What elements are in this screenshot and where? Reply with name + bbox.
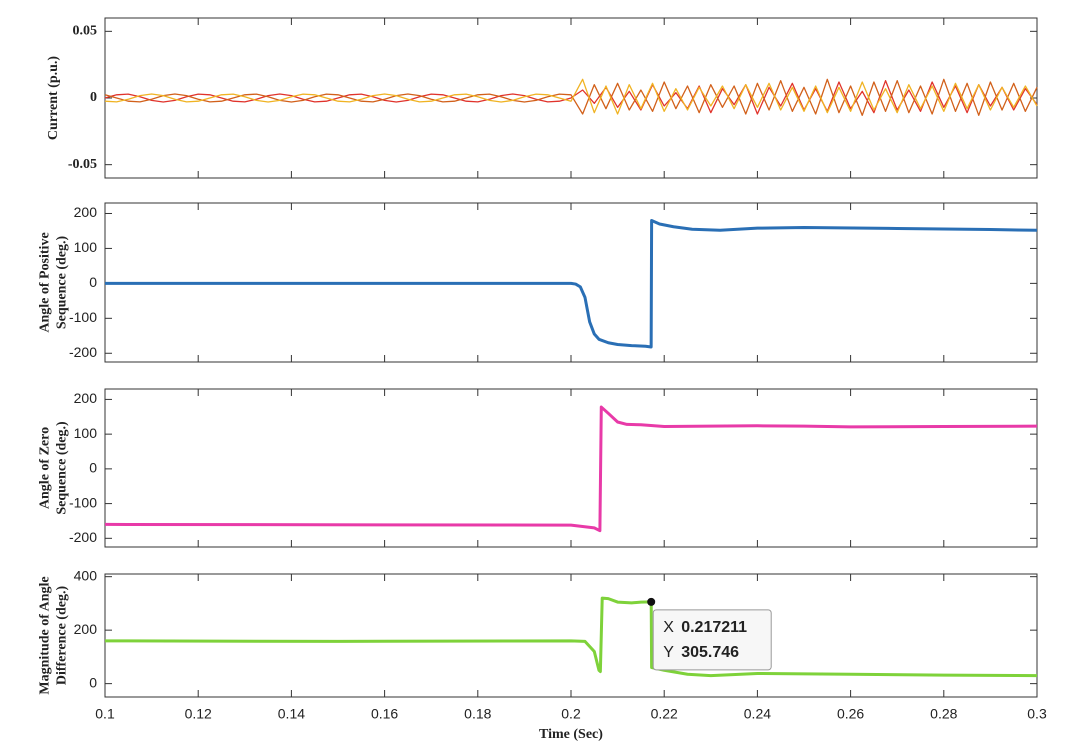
y-axis-label: Current (p.u.)	[46, 56, 61, 140]
datatip-x-label: X	[663, 619, 674, 636]
datatip-y-value: 305.746	[681, 644, 739, 661]
y-tick-label: 200	[74, 621, 98, 637]
y-tick-label: 100	[74, 425, 98, 441]
data-line	[104, 78, 1038, 116]
y-tick-label: 200	[74, 390, 98, 406]
x-tick-label: 0.1	[95, 706, 115, 722]
y-tick-label: 0	[90, 90, 97, 105]
data-line	[104, 596, 1038, 678]
data-line	[104, 80, 1038, 115]
y-tick-label: 0.05	[73, 24, 98, 39]
datatip-y-label: Y	[663, 644, 674, 661]
y-tick-label: -100	[69, 494, 97, 510]
data-line	[104, 405, 1038, 533]
y-tick-label: 0	[89, 274, 97, 290]
y-tick-label: 400	[74, 567, 98, 583]
data-line	[104, 78, 1038, 115]
y-axis-label: Magnitude of Angle	[38, 576, 53, 694]
y-tick-label: -200	[69, 344, 97, 360]
x-tick-label: 0.14	[278, 706, 305, 722]
y-tick-label: -200	[69, 529, 97, 545]
y-axis-label: Difference (deg.)	[55, 586, 70, 686]
x-tick-label: 0.26	[837, 706, 864, 722]
x-tick-label: 0.16	[371, 706, 398, 722]
y-tick-label: -0.05	[68, 157, 97, 172]
x-tick-label: 0.18	[464, 706, 491, 722]
y-axis-label: Angle of Positive	[38, 232, 53, 332]
datatip-box	[652, 609, 772, 671]
x-axis-label: Time (Sec)	[539, 727, 603, 742]
plot-frame	[104, 573, 1038, 698]
y-tick-label: -100	[69, 309, 97, 325]
x-tick-label: 0.12	[185, 706, 212, 722]
y-tick-label: 200	[74, 204, 98, 220]
y-tick-label: 0	[89, 674, 97, 690]
y-tick-label: 100	[74, 239, 98, 255]
x-tick-label: 0.28	[930, 706, 957, 722]
datatip-marker	[647, 597, 656, 606]
x-tick-label: 0.3	[1027, 706, 1047, 722]
y-tick-label: 0	[89, 460, 97, 476]
y-axis-label: Sequence (deg.)	[55, 421, 70, 515]
x-tick-label: 0.2	[561, 706, 581, 722]
x-tick-label: 0.22	[651, 706, 678, 722]
y-axis-label: Angle of Zero	[38, 427, 53, 509]
y-axis-label: Sequence (deg.)	[55, 236, 70, 330]
datatip-x-value: 0.217211	[681, 619, 747, 636]
plot-frame	[104, 388, 1038, 548]
x-tick-label: 0.24	[744, 706, 771, 722]
data-line	[105, 218, 1038, 349]
